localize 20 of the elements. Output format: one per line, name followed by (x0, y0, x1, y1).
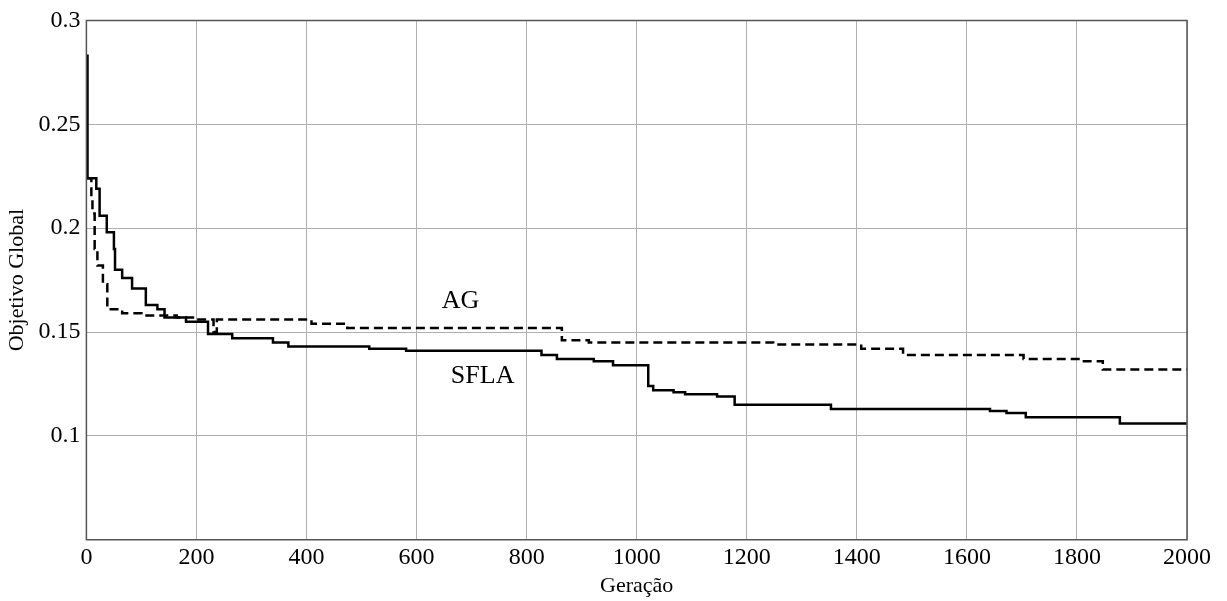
x-tick-label: 1000 (612, 543, 661, 570)
series-label: AG (441, 284, 480, 314)
x-tick-label: 1200 (722, 543, 771, 570)
y-axis-title: Objetivo Global (2, 208, 28, 352)
x-tick-label: 1600 (942, 543, 991, 570)
x-axis-title: Geração (600, 571, 674, 597)
y-tick-label: 0.3 (50, 5, 81, 32)
y-tick-label: 0.15 (38, 317, 81, 344)
x-tick-label: 600 (398, 543, 435, 570)
series-label: SFLA (450, 359, 515, 389)
x-tick-label: 1800 (1052, 543, 1101, 570)
x-tick-label: 0 (80, 543, 93, 570)
x-tick-label: 400 (288, 543, 325, 570)
x-tick-label: 1400 (832, 543, 881, 570)
y-tick-label: 0.1 (50, 421, 81, 448)
x-tick-label: 800 (508, 543, 545, 570)
x-tick-label: 200 (178, 543, 215, 570)
x-tick-label: 2000 (1163, 543, 1211, 570)
y-tick-label: 0.25 (38, 109, 81, 136)
y-tick-label: 0.2 (50, 213, 81, 240)
